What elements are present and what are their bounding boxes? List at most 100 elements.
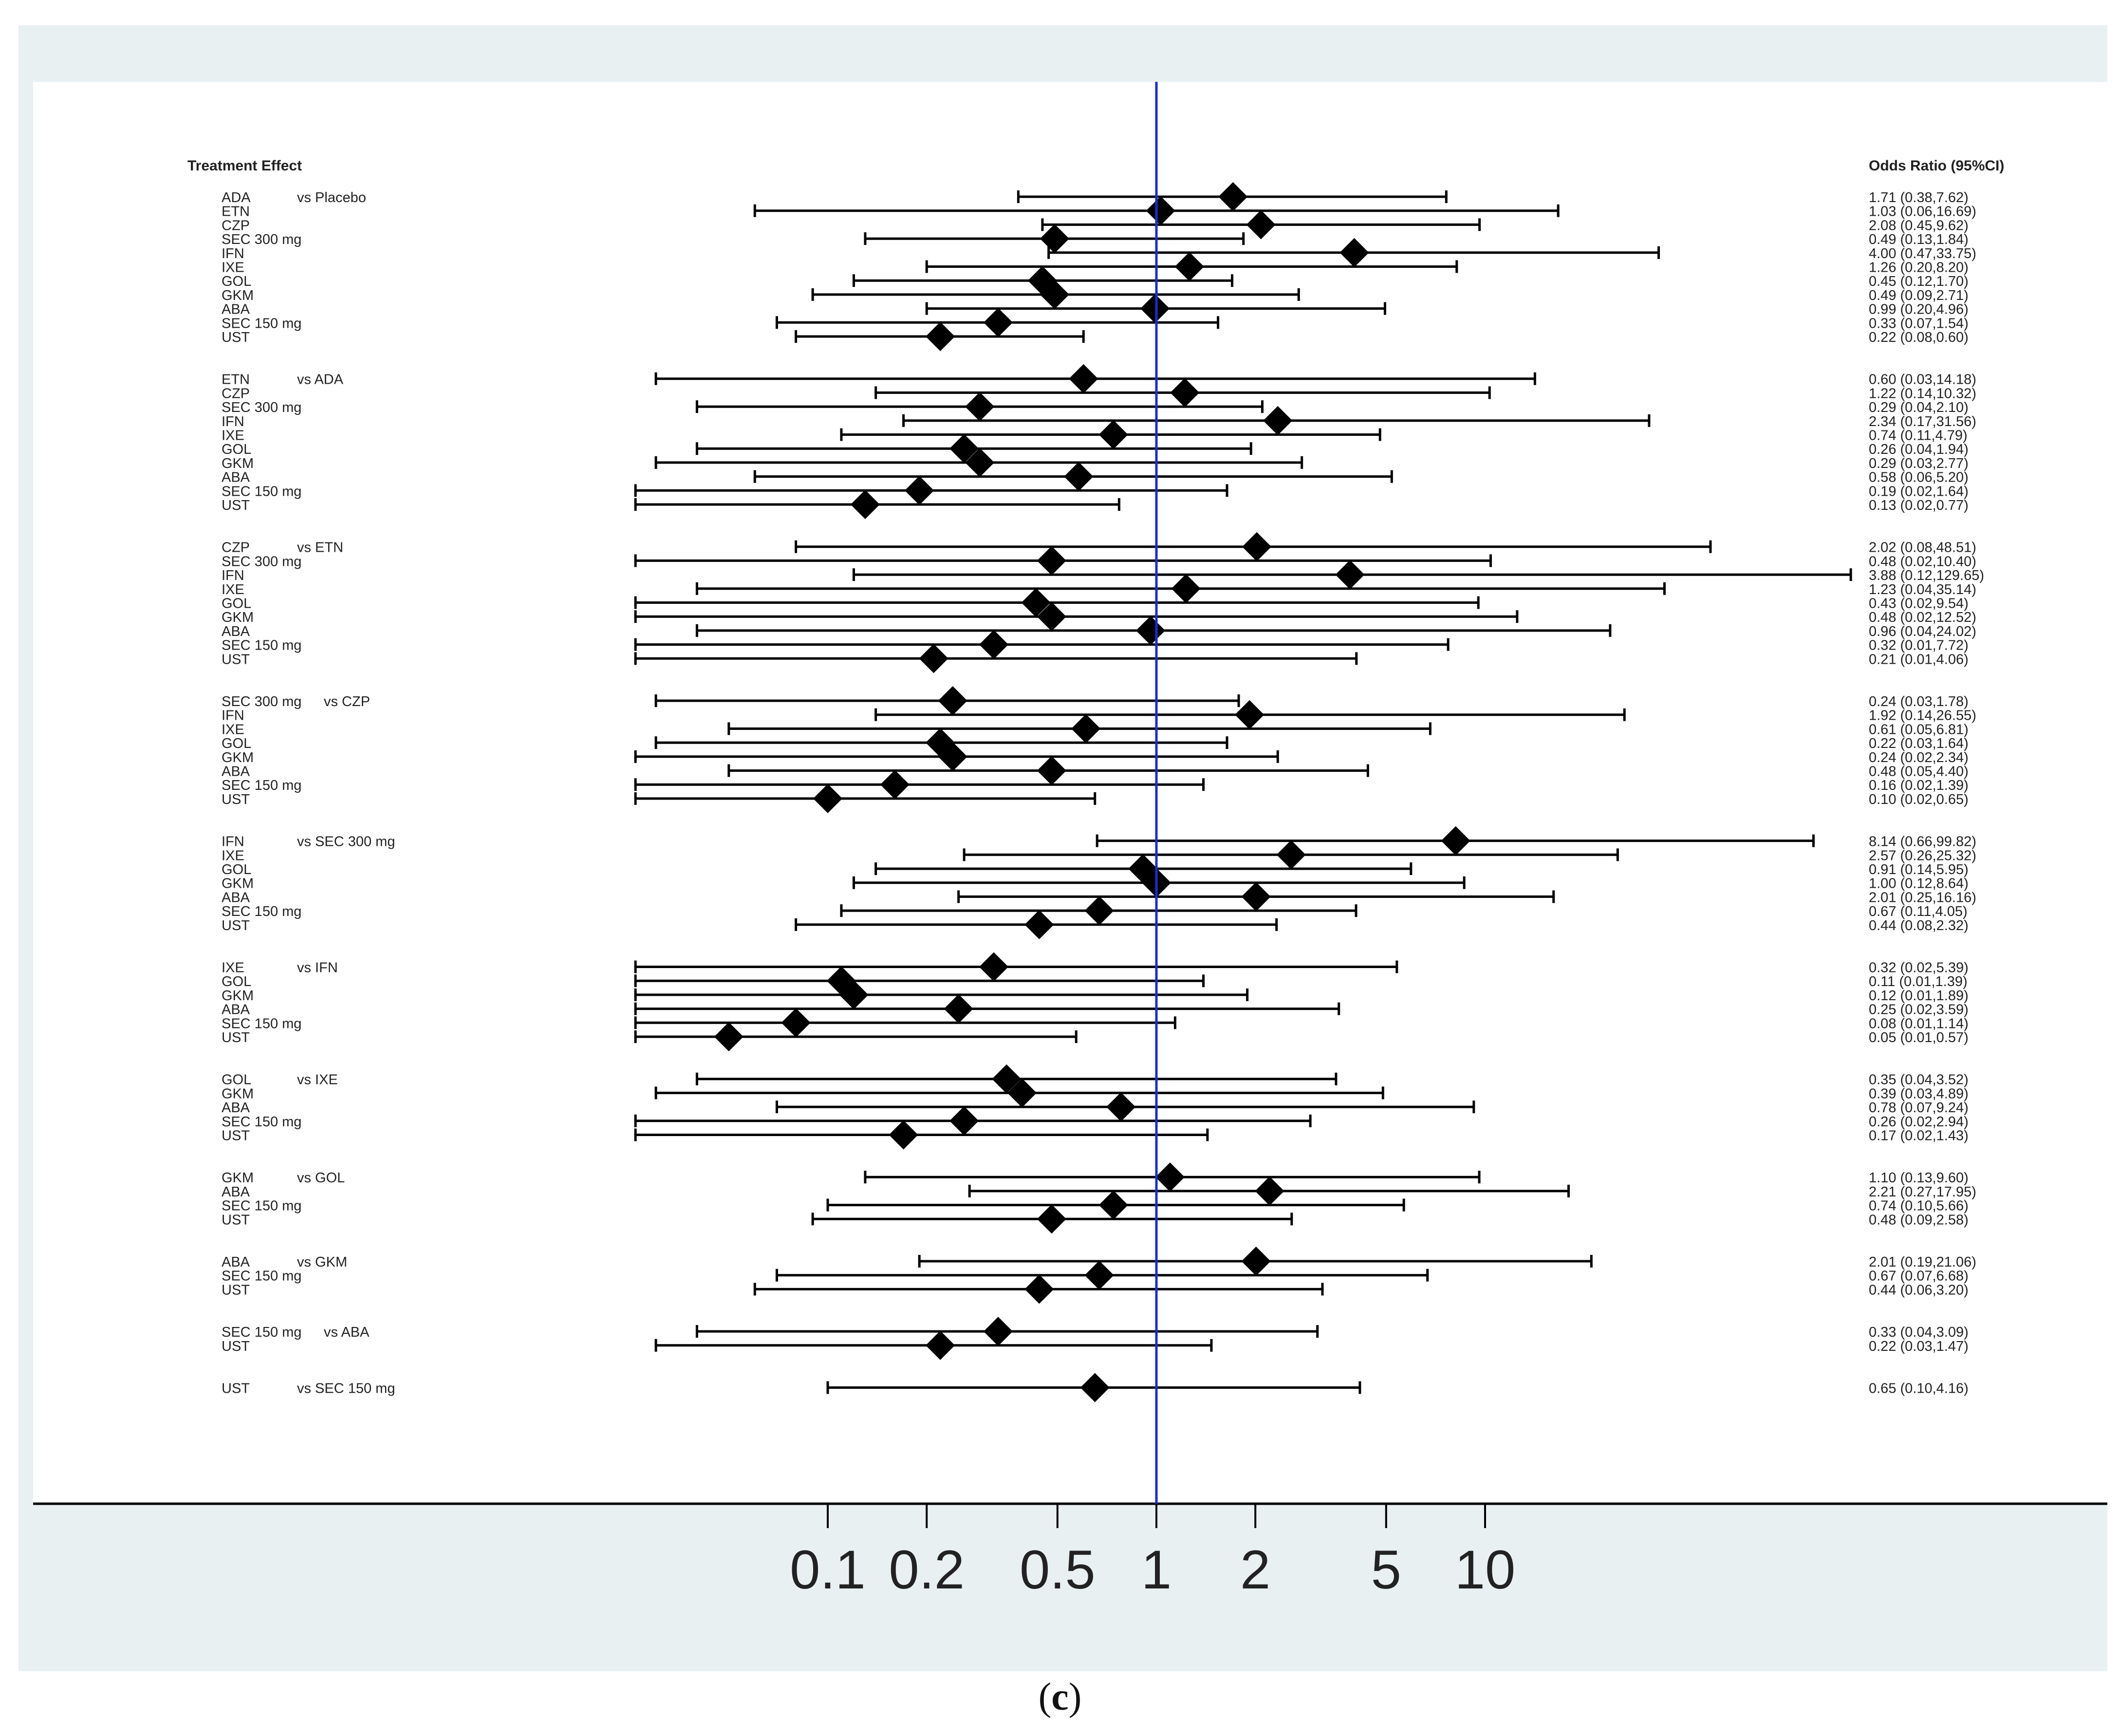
point-estimate-diamond — [1155, 1162, 1185, 1192]
treatment-label: GOL — [222, 442, 251, 457]
treatment-label: GOL — [222, 736, 251, 751]
point-estimate-diamond — [919, 644, 948, 673]
figure-caption: (c) — [0, 1675, 2120, 1719]
odds-ratio-text: 2.57 (0.26,25.32) — [1869, 848, 1976, 863]
odds-ratio-text: 0.58 (0.06,5.20) — [1869, 470, 1969, 485]
point-estimate-diamond — [949, 1106, 979, 1136]
odds-ratio-text: 0.43 (0.02,9.54) — [1869, 596, 1969, 612]
treatment-label: GKM — [222, 876, 254, 892]
forest-row: SEC 300 mg 0.29 (0.04,2.10) — [222, 392, 1969, 422]
treatment-label: SEC 150 mg — [222, 638, 301, 653]
odds-ratio-text: 0.96 (0.04,24.02) — [1869, 624, 1976, 639]
comparator-label: vs CZP — [324, 694, 370, 709]
forest-row: GOL vs IXE 0.35 (0.04,3.52) — [222, 1064, 1969, 1094]
point-estimate-diamond — [1136, 616, 1166, 645]
odds-ratio-text: 0.45 (0.12,1.70) — [1869, 274, 1969, 289]
odds-ratio-text: 0.49 (0.13,1.84) — [1869, 232, 1969, 247]
forest-row: SEC 150 mg vs ABA 0.33 (0.04,3.09) — [222, 1317, 1969, 1346]
odds-ratio-text: 0.22 (0.03,1.47) — [1869, 1339, 1969, 1354]
forest-row: IXE 1.23 (0.04,35.14) — [222, 574, 1976, 603]
odds-ratio-text: 1.26 (0.20,8.20) — [1869, 260, 1969, 276]
point-estimate-diamond — [1084, 896, 1114, 926]
comparison-group: ADA vs Placebo 1.71 (0.38,7.62) ETN 1.03 (0.… — [222, 182, 1976, 351]
point-estimate-diamond — [979, 630, 1008, 659]
odds-ratio-text: 0.99 (0.20,4.96) — [1869, 302, 1969, 317]
odds-ratio-text: 0.12 (0.01,1.89) — [1869, 988, 1969, 1004]
forest-row: ABA vs GKM 2.01 (0.19,21.06) — [222, 1247, 1976, 1276]
forest-row: UST 0.48 (0.09,2.58) — [222, 1204, 1969, 1234]
treatment-label: UST — [222, 652, 250, 667]
odds-ratio-text: 0.25 (0.02,3.59) — [1869, 1002, 1969, 1018]
treatment-label: SEC 300 mg — [222, 694, 301, 709]
odds-ratio-text: 0.26 (0.02,2.94) — [1869, 1114, 1969, 1130]
forest-row: ADA vs Placebo 1.71 (0.38,7.62) — [222, 182, 1969, 211]
treatment-label: SEC 150 mg — [222, 484, 301, 499]
forest-row: SEC 150 mg 0.33 (0.07,1.54) — [222, 308, 1969, 337]
point-estimate-diamond — [1241, 882, 1271, 912]
odds-ratio-text: 1.71 (0.38,7.62) — [1869, 190, 1969, 205]
treatment-label: GOL — [222, 596, 251, 612]
forest-row: UST 0.44 (0.06,3.20) — [222, 1274, 1969, 1304]
forest-row: CZP 1.22 (0.14,10.32) — [222, 378, 1976, 408]
treatment-label: SEC 300 mg — [222, 554, 301, 569]
odds-ratio-text: 0.22 (0.03,1.64) — [1869, 736, 1969, 751]
treatment-label: SEC 150 mg — [222, 1198, 301, 1214]
point-estimate-diamond — [938, 686, 967, 715]
forest-row: CZP 2.08 (0.45,9.62) — [222, 210, 1969, 240]
odds-ratio-text: 2.01 (0.19,21.06) — [1869, 1254, 1976, 1270]
point-estimate-diamond — [1255, 1176, 1284, 1206]
point-estimate-diamond — [1218, 182, 1248, 211]
point-estimate-diamond — [926, 322, 955, 351]
point-estimate-diamond — [1024, 910, 1054, 939]
forest-row: IFN 2.34 (0.17,31.56) — [222, 406, 1976, 435]
odds-ratio-text: 3.88 (0.12,129.65) — [1869, 568, 1984, 583]
x-axis-ticks: 0.1 0.2 0.5 1 2 5 10 — [790, 1504, 1515, 1600]
odds-ratio-text: 0.22 (0.08,0.60) — [1869, 330, 1969, 345]
treatment-label: UST — [222, 330, 250, 345]
forest-row: IFN 4.00 (0.47,33.75) — [222, 238, 1976, 267]
odds-ratio-text: 0.74 (0.10,5.66) — [1869, 1198, 1969, 1214]
forest-rows: ADA vs Placebo 1.71 (0.38,7.62) ETN 1.03 (0.… — [222, 182, 1984, 1402]
treatment-label: IXE — [222, 848, 244, 863]
forest-row: ABA 0.78 (0.07,9.24) — [222, 1092, 1969, 1122]
treatment-label: IXE — [222, 582, 244, 597]
forest-row: IXE 0.61 (0.05,6.81) — [222, 714, 1969, 744]
forest-row: UST 0.21 (0.01,4.06) — [222, 644, 1969, 673]
odds-ratio-text: 0.17 (0.02,1.43) — [1869, 1128, 1969, 1144]
caption-letter: c — [1051, 1676, 1069, 1718]
treatment-label: SEC 300 mg — [222, 400, 301, 415]
x-tick-label: 1 — [1141, 1539, 1172, 1600]
treatment-label: GKM — [222, 1170, 254, 1186]
odds-ratio-text: 0.67 (0.07,6.68) — [1869, 1269, 1969, 1284]
comparator-label: vs SEC 300 mg — [297, 834, 395, 850]
treatment-label: UST — [222, 1381, 250, 1397]
treatment-label: SEC 150 mg — [222, 1325, 301, 1340]
treatment-label: UST — [222, 498, 250, 513]
treatment-label: GOL — [222, 274, 251, 289]
forest-row: ETN vs ADA 0.60 (0.03,14.18) — [222, 364, 1976, 393]
forest-row: UST 0.10 (0.02,0.65) — [222, 784, 1969, 813]
forest-row: ABA 0.25 (0.02,3.59) — [222, 994, 1969, 1024]
point-estimate-diamond — [1170, 378, 1200, 408]
point-estimate-diamond — [1140, 294, 1170, 323]
odds-ratio-text: 1.92 (0.14,26.55) — [1869, 708, 1976, 724]
treatment-label: GOL — [222, 1072, 251, 1088]
treatment-label: SEC 150 mg — [222, 1016, 301, 1031]
odds-ratio-text: 0.48 (0.05,4.40) — [1869, 764, 1969, 780]
comparator-label: vs ETN — [297, 540, 343, 556]
odds-ratio-text: 0.26 (0.04,1.94) — [1869, 442, 1969, 457]
point-estimate-diamond — [1242, 532, 1272, 561]
treatment-label: GKM — [222, 456, 254, 471]
forest-row: UST 0.22 (0.03,1.47) — [222, 1330, 1969, 1360]
treatment-label: ABA — [222, 1254, 250, 1270]
treatment-label: GKM — [222, 610, 254, 625]
x-tick-label: 5 — [1371, 1539, 1401, 1600]
treatment-label: ABA — [222, 470, 250, 485]
point-estimate-diamond — [1040, 224, 1069, 254]
left-header: Treatment Effect — [187, 158, 302, 174]
treatment-label: ABA — [222, 624, 250, 639]
treatment-label: GKM — [222, 988, 254, 1004]
treatment-label: SEC 300 mg — [222, 232, 301, 247]
odds-ratio-text: 1.23 (0.04,35.14) — [1869, 582, 1976, 597]
forest-row: GKM 1.00 (0.12,8.64) — [222, 868, 1969, 897]
